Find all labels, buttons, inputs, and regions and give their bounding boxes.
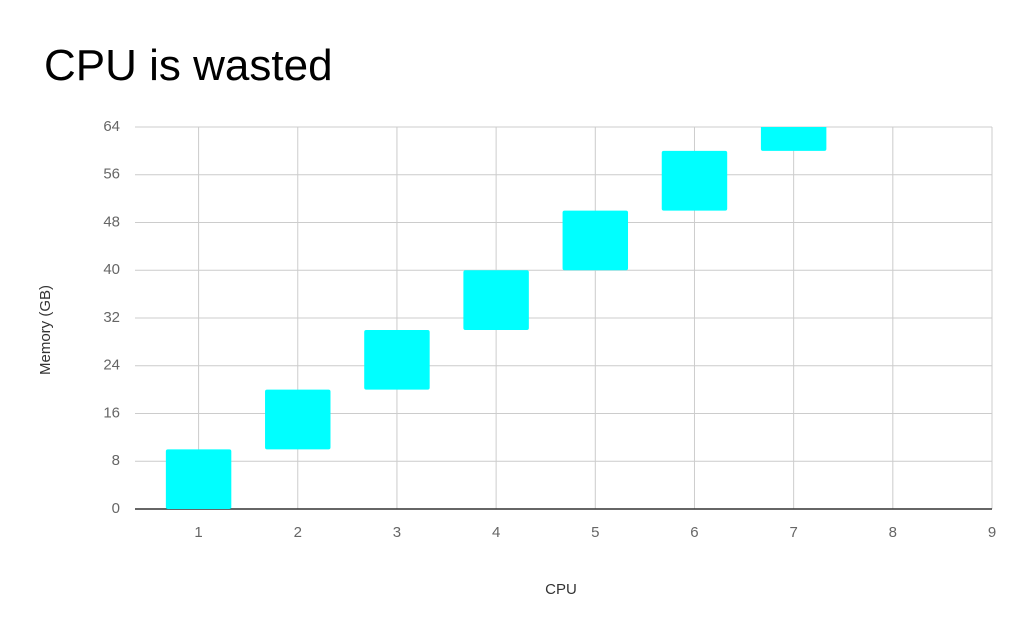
x-tick-label: 8: [889, 524, 897, 541]
x-tick-label: 4: [492, 524, 500, 541]
x-tick-label: 1: [194, 524, 202, 541]
x-tick-label: 3: [393, 524, 401, 541]
y-tick-label: 64: [103, 118, 120, 135]
x-tick-label: 6: [690, 524, 698, 541]
x-tick-label: 2: [294, 524, 302, 541]
x-tick-label: 7: [789, 524, 797, 541]
y-axis-label: Memory (GB): [37, 285, 54, 375]
y-tick-label: 16: [103, 404, 120, 421]
bar: [760, 127, 827, 151]
bar: [364, 329, 430, 390]
y-tick-label: 8: [112, 452, 120, 469]
bar: [661, 150, 728, 211]
y-tick-label: 0: [112, 500, 120, 517]
chart-title: CPU is wasted: [44, 41, 333, 90]
x-tick-label: 9: [988, 524, 996, 541]
bar: [165, 449, 232, 509]
y-tick-label: 24: [103, 357, 120, 374]
y-tick-label: 56: [103, 166, 120, 183]
y-tick-label: 40: [103, 261, 120, 278]
x-axis-label: CPU: [545, 581, 577, 598]
bar: [562, 210, 629, 271]
bar: [265, 389, 331, 450]
y-tick-label: 32: [103, 309, 120, 326]
bars: [165, 127, 827, 509]
y-tick-label: 48: [103, 213, 120, 230]
bar: [463, 270, 529, 330]
x-tick-label: 5: [591, 524, 599, 541]
grid: [135, 126, 993, 510]
